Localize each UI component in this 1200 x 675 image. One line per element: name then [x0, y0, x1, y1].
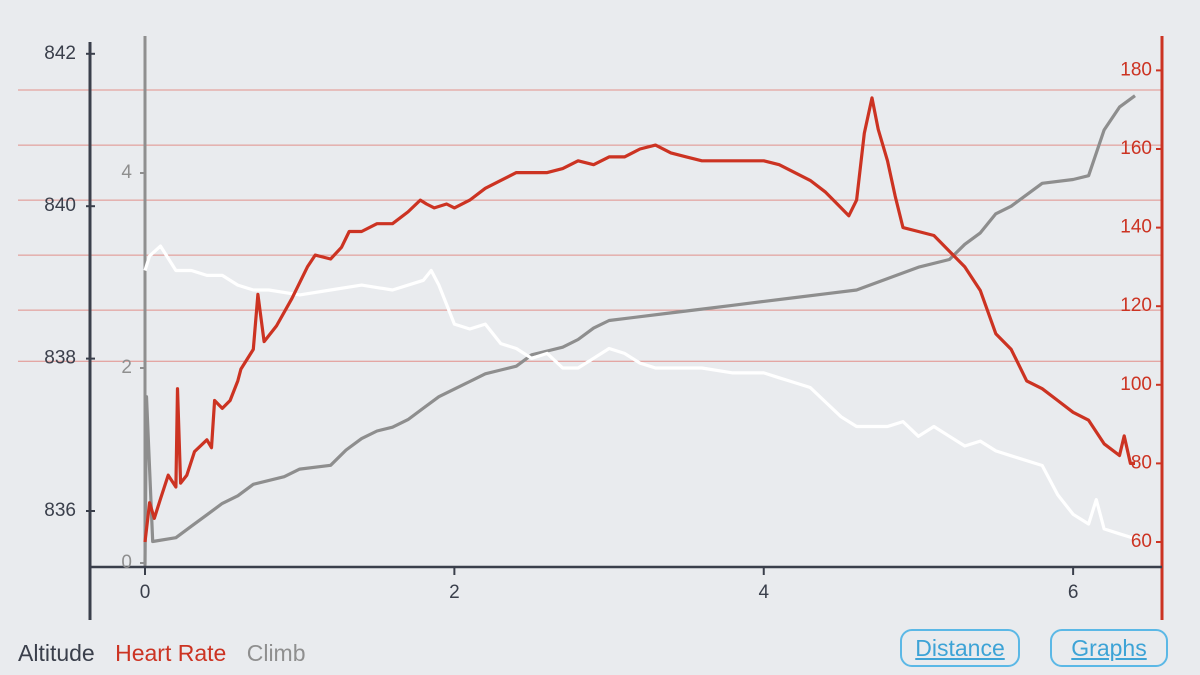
x-tick-label: 2: [449, 582, 460, 603]
tick-labels: 836 838 840 842 0 2 4 60 80 100 120 140 160 180 0 2 4 6: [44, 43, 1162, 603]
climb-tick-label: 0: [121, 552, 132, 573]
heart-rate-tick-label: 120: [1120, 295, 1152, 316]
altitude-tick-label: 838: [44, 348, 76, 369]
altitude-tick-label: 842: [44, 43, 76, 64]
x-tick-label: 0: [140, 582, 151, 603]
chart-axes: [88, 36, 1164, 620]
altitude-tick-label: 840: [44, 195, 76, 216]
heart-rate-tick-label: 160: [1120, 138, 1152, 159]
heart-rate-tick-label: 180: [1120, 59, 1152, 80]
chart-legend: Altitude Heart Rate Climb: [18, 640, 320, 667]
altitude-tick-label: 836: [44, 500, 76, 521]
series-climb-line: [143, 244, 1136, 541]
series-heart-rate-line: [143, 96, 1135, 543]
x-tick-label: 4: [758, 582, 769, 603]
heart-rate-tick-label: 80: [1131, 452, 1152, 473]
heart-rate-tick-label: 140: [1120, 217, 1152, 238]
climb-tick-label: 2: [121, 357, 132, 378]
legend-climb: Climb: [246, 640, 306, 666]
climb-tick-label: 4: [121, 162, 132, 183]
distance-button[interactable]: Distance: [900, 629, 1020, 667]
legend-heart-rate: Heart Rate: [115, 640, 227, 666]
legend-altitude: Altitude: [18, 640, 95, 666]
x-tick-label: 6: [1068, 582, 1079, 603]
chart-series: [143, 94, 1136, 565]
heart-rate-tick-label: 100: [1120, 374, 1152, 395]
graphs-button[interactable]: Graphs: [1050, 629, 1168, 667]
heart-rate-tick-label: 60: [1131, 531, 1152, 552]
series-altitude-line: [143, 94, 1136, 565]
